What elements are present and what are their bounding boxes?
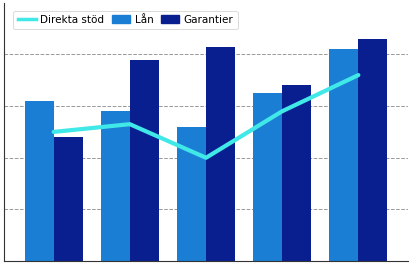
- Legend: Direkta stöd, Lån, Garantier: Direkta stöd, Lån, Garantier: [13, 11, 238, 29]
- Bar: [54, 137, 82, 261]
- Bar: [330, 49, 358, 261]
- Bar: [25, 101, 54, 261]
- Bar: [177, 127, 206, 261]
- Bar: [130, 60, 159, 261]
- Bar: [358, 39, 387, 261]
- Bar: [282, 85, 311, 261]
- Bar: [101, 111, 130, 261]
- Bar: [206, 47, 235, 261]
- Bar: [253, 93, 282, 261]
